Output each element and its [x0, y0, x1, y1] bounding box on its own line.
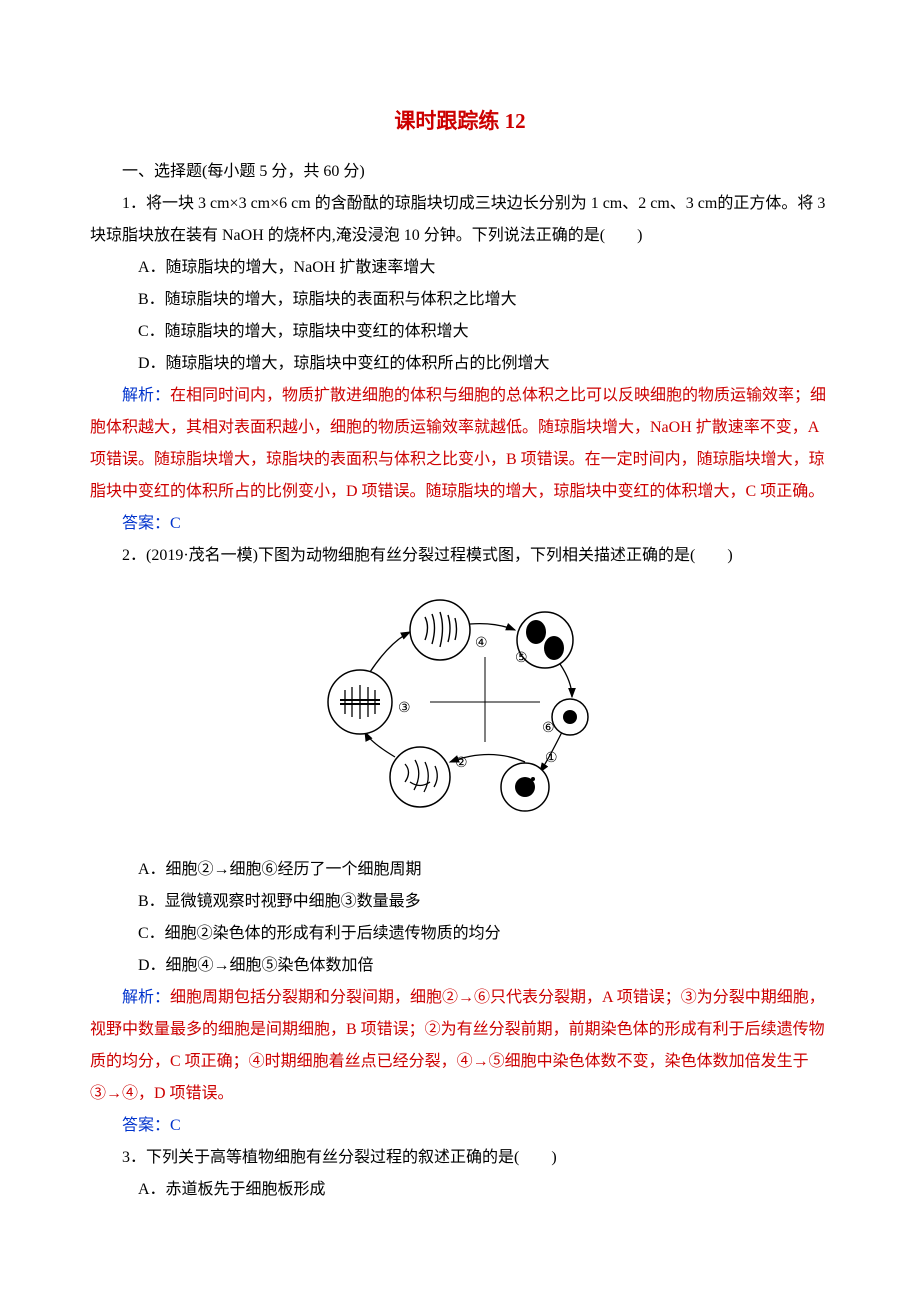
cell-6: ⑥	[542, 699, 588, 736]
cell-4: ④	[410, 600, 488, 660]
q1-option-d: D．随琼脂块的增大，琼脂块中变红的体积所占的比例增大	[90, 348, 830, 380]
q2-option-a: A．细胞②→细胞⑥经历了一个细胞周期	[90, 854, 830, 886]
svg-text:⑥: ⑥	[542, 721, 555, 736]
arrow-2-3	[365, 732, 395, 757]
q1-stem: 1．将一块 3 cm×3 cm×6 cm 的含酚酞的琼脂块切成三块边长分别为 1…	[90, 188, 830, 252]
q2-analysis-label: 解析：	[122, 989, 170, 1006]
cell-5: ⑤	[515, 612, 573, 668]
cell-1: ①	[501, 751, 558, 811]
svg-text:④: ④	[475, 636, 488, 651]
arrow-3-4	[370, 632, 410, 672]
svg-text:①: ①	[545, 751, 558, 766]
q2-stem: 2．(2019·茂名一模)下图为动物细胞有丝分裂过程模式图，下列相关描述正确的是…	[90, 540, 830, 572]
q1-option-c: C．随琼脂块的增大，琼脂块中变红的体积增大	[90, 316, 830, 348]
q2-analysis: 解析：细胞周期包括分裂期和分裂间期，细胞②→⑥只代表分裂期，A 项错误；③为分裂…	[90, 982, 830, 1110]
q1-answer-value: C	[170, 515, 181, 532]
q2-option-c: C．细胞②染色体的形成有利于后续遗传物质的均分	[90, 918, 830, 950]
q1-option-a: A．随琼脂块的增大，NaOH 扩散速率增大	[90, 252, 830, 284]
arrow-4-5	[470, 624, 515, 630]
q2-figure: ④ ⑤ ③	[90, 582, 830, 844]
q1-option-b: B．随琼脂块的增大，琼脂块的表面积与体积之比增大	[90, 284, 830, 316]
page-title: 课时跟踪练 12	[90, 100, 830, 142]
q1-answer: 答案：C	[90, 508, 830, 540]
cell-3: ③	[328, 670, 411, 734]
svg-text:⑤: ⑤	[515, 651, 528, 666]
q3-option-a: A．赤道板先于细胞板形成	[90, 1174, 830, 1206]
q2-option-d: D．细胞④→细胞⑤染色体数加倍	[90, 950, 830, 982]
q1-analysis: 解析：在相同时间内，物质扩散进细胞的体积与细胞的总体积之比可以反映细胞的物质运输…	[90, 380, 830, 508]
q3-stem: 3．下列关于高等植物细胞有丝分裂过程的叙述正确的是( )	[90, 1142, 830, 1174]
q2-answer-label: 答案：	[122, 1117, 170, 1134]
q2-answer: 答案：C	[90, 1110, 830, 1142]
q1-answer-label: 答案：	[122, 515, 170, 532]
q2-option-b: B．显微镜观察时视野中细胞③数量最多	[90, 886, 830, 918]
section-heading: 一、选择题(每小题 5 分，共 60 分)	[90, 156, 830, 188]
q2-analysis-text: 细胞周期包括分裂期和分裂间期，细胞②→⑥只代表分裂期，A 项错误；③为分裂中期细…	[90, 989, 825, 1102]
q2-answer-value: C	[170, 1117, 181, 1134]
arrow-5-6	[560, 664, 572, 697]
svg-text:②: ②	[455, 756, 468, 771]
svg-text:③: ③	[398, 701, 411, 716]
cell-2: ②	[390, 747, 468, 807]
q1-analysis-text: 在相同时间内，物质扩散进细胞的体积与细胞的总体积之比可以反映细胞的物质运输效率；…	[90, 387, 826, 500]
q1-analysis-label: 解析：	[122, 387, 170, 404]
